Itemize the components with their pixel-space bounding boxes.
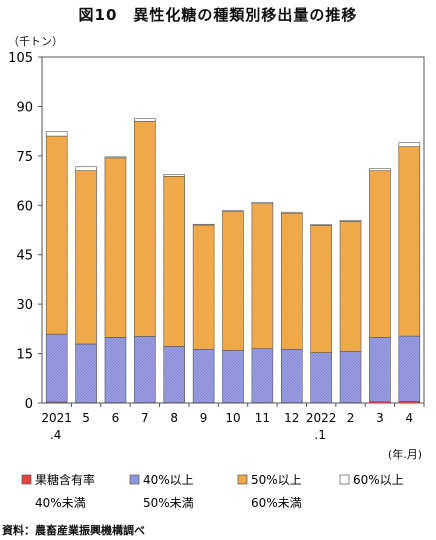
legend-label: 60%以上	[353, 473, 404, 487]
bar-segment	[134, 120, 156, 337]
bar-segment	[163, 175, 186, 347]
bar-segment	[104, 337, 127, 403]
bar-segment	[192, 223, 215, 226]
bar-segment	[339, 220, 362, 222]
bar-segment	[222, 210, 244, 212]
legend-label: 50%未満	[143, 496, 194, 510]
y-tick-label: 75	[16, 150, 33, 165]
y-tick-label: 0	[25, 397, 33, 412]
bar-segment	[369, 337, 391, 402]
x-tick-label: .1	[314, 428, 325, 442]
x-tick-label: 2022	[306, 411, 337, 425]
y-tick-label: 45	[16, 249, 33, 264]
x-tick-label: 10	[225, 411, 240, 425]
x-axis-unit-label: (年.月)	[387, 448, 422, 461]
x-tick-label: 9	[200, 411, 208, 425]
bar-segment	[104, 156, 127, 159]
x-tick-label: 3	[376, 411, 384, 425]
legend-label: 40%未満	[35, 496, 86, 510]
legend-swatch	[339, 474, 350, 485]
x-tick-label: 8	[170, 411, 178, 425]
x-tick-label: 2021	[41, 411, 72, 425]
bar-segment	[251, 348, 274, 403]
x-tick-label: 11	[255, 411, 270, 425]
bar-segment	[339, 350, 362, 403]
bar-segment	[192, 224, 215, 350]
x-tick-label: 12	[284, 411, 299, 425]
x-tick-label: .4	[50, 428, 61, 442]
bar-segment	[369, 168, 391, 171]
legend-swatch	[21, 474, 32, 485]
legend-swatch	[237, 474, 248, 485]
bar-segment	[398, 146, 421, 337]
bar-segment	[280, 348, 303, 403]
x-tick-label: 4	[405, 411, 413, 425]
y-tick-label: 15	[16, 348, 33, 363]
bar-segment	[251, 202, 274, 204]
bar-segment	[75, 170, 97, 345]
y-tick-label: 60	[16, 199, 33, 214]
bar-segment	[45, 131, 68, 137]
x-tick-label: 2	[347, 411, 355, 425]
y-tick-label: 105	[8, 51, 33, 66]
y-tick-label: 90	[16, 100, 33, 115]
bar-segment	[398, 335, 421, 402]
bar-segment	[398, 142, 421, 147]
bar-segment	[280, 211, 303, 214]
bar-segment	[310, 352, 332, 403]
bar-segment	[280, 212, 303, 350]
bar-segment	[222, 211, 244, 351]
bar-segment	[75, 343, 97, 403]
bar-segment	[310, 225, 332, 353]
legend-label: 果糖含有率	[35, 472, 95, 487]
y-tick-label: 30	[16, 298, 33, 313]
bar-segment	[163, 346, 186, 403]
bar-segment	[75, 166, 97, 171]
bar-segment	[45, 135, 68, 335]
bar-segment	[192, 348, 215, 403]
bar-segment	[222, 349, 244, 403]
chart-svg: 0 15 30 45 60 75 90 105 2021 .4 5 6 7 8 9 10 11 12 2022 .1 2…	[8, 51, 425, 510]
x-tick-label: 5	[82, 411, 90, 425]
bar-segment	[134, 118, 156, 122]
bar-segment	[134, 336, 156, 403]
x-tick-label: 7	[141, 411, 149, 425]
bar-segment	[163, 174, 186, 177]
chart-title: 図10 異性化糖の種類別移出量の推移	[78, 6, 358, 24]
bar-segment	[310, 224, 332, 226]
bar-segment	[339, 221, 362, 352]
legend-label: 60%未満	[251, 496, 302, 510]
bar-segment	[104, 157, 127, 338]
bar-segment	[45, 333, 68, 403]
bar-segment	[251, 203, 274, 349]
legend-swatch	[129, 474, 140, 485]
legend-label: 40%以上	[143, 473, 194, 487]
source-note: 資料：農畜産業振興機構調べ	[2, 524, 145, 537]
x-tick-label: 6	[112, 411, 120, 425]
y-axis-unit-label: （千トン）	[8, 35, 63, 48]
legend-label: 50%以上	[251, 473, 302, 487]
bar-segment	[369, 170, 391, 338]
